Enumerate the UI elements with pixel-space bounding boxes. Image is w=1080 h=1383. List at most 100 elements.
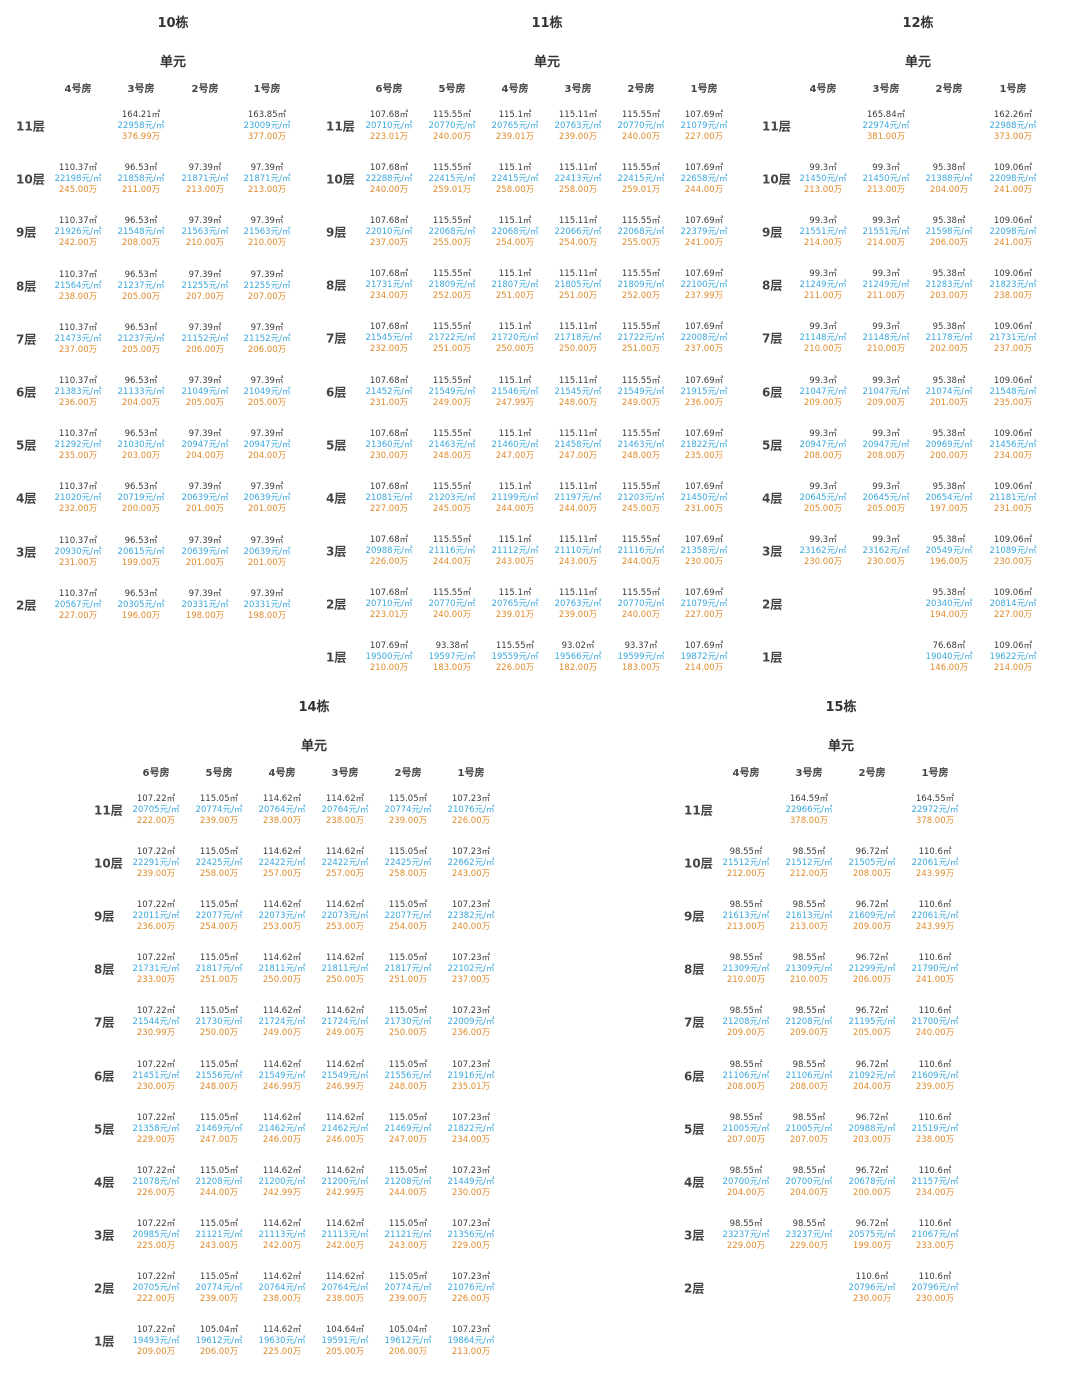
total-price-text: 235.00万: [684, 450, 724, 461]
area-text: 98.55㎡: [729, 953, 763, 964]
unit-price-text: 22068元/㎡: [428, 227, 476, 238]
unit-price-cell: 98.55㎡ 20700元/㎡ 204.00万: [776, 1166, 842, 1199]
unit-price-cell: 115.55㎡ 21549元/㎡ 249.00万: [608, 376, 674, 409]
unit-price-text: 21116元/㎡: [428, 545, 476, 556]
area-text: 97.39㎡: [250, 588, 284, 599]
total-price-text: 250.00万: [262, 975, 302, 986]
floor-label: 3层: [94, 1228, 115, 1243]
unit-price-cell: 115.11㎡ 21110元/㎡ 243.00万: [545, 535, 611, 568]
unit-price-cell: 115.55㎡ 22068元/㎡ 255.00万: [419, 216, 485, 249]
total-price-text: 200.00万: [929, 450, 969, 461]
total-price-text: 235.00万: [58, 451, 98, 462]
unit-price-cell: 97.39㎡ 21871元/㎡ 213.00万: [234, 163, 300, 196]
total-price-text: 201.00万: [929, 397, 969, 408]
total-price-text: 227.00万: [58, 610, 98, 621]
unit-price-text: 21208元/㎡: [384, 1176, 432, 1187]
area-text: 115.11㎡: [558, 534, 598, 545]
unit-price-cell: 107.23㎡ 21076元/㎡ 226.00万: [438, 794, 504, 827]
unit-price-text: 21548元/㎡: [117, 227, 165, 238]
unit-price-text: 21463元/㎡: [617, 439, 665, 450]
total-price-text: 241.00万: [993, 238, 1033, 249]
unit-price-cell: 115.11㎡ 22066元/㎡ 254.00万: [545, 216, 611, 249]
room-header: 3号房: [127, 84, 155, 95]
total-price-text: 238.00万: [262, 1293, 302, 1304]
unit-price-cell: 95.38㎡ 21283元/㎡ 203.00万: [916, 269, 982, 302]
unit-price-cell: 114.62㎡ 20764元/㎡ 238.00万: [312, 1272, 378, 1305]
total-price-text: 239.01万: [495, 609, 535, 620]
area-text: 115.55㎡: [432, 269, 472, 280]
unit-price-text: 22425元/㎡: [195, 858, 243, 869]
area-text: 110.37㎡: [58, 429, 98, 440]
area-text: 114.62㎡: [325, 1165, 365, 1176]
total-price-text: 226.00万: [369, 556, 409, 567]
area-text: 107.68㎡: [369, 375, 409, 386]
unit-price-cell: 107.23㎡ 21356元/㎡ 229.00万: [438, 1219, 504, 1252]
unit-price-cell: 165.84㎡ 22974元/㎡ 381.00万: [853, 110, 919, 143]
total-price-text: 239.00万: [388, 816, 428, 826]
total-price-text: 226.00万: [451, 1293, 491, 1304]
area-text: 98.55㎡: [729, 1218, 763, 1229]
area-text: 114.62㎡: [325, 900, 365, 911]
unit-price-cell: 109.06㎡ 21089元/㎡ 230.00万: [980, 535, 1046, 568]
total-price-text: 212.00万: [789, 869, 829, 880]
unit-price-cell: 107.69㎡ 21079元/㎡ 227.00万: [671, 588, 737, 621]
area-text: 115.1㎡: [498, 375, 532, 386]
area-text: 115.11㎡: [558, 163, 598, 174]
area-text: 96.72㎡: [855, 847, 889, 858]
unit-price-cell: 107.23㎡ 21076元/㎡ 226.00万: [438, 1272, 504, 1305]
area-text: 107.68㎡: [369, 587, 409, 598]
total-price-text: 205.00万: [185, 398, 225, 408]
area-text: 110.6㎡: [918, 1059, 952, 1070]
total-price-text: 238.00万: [915, 1134, 955, 1145]
total-price-text: 211.00万: [121, 185, 161, 196]
unit-price-cell: 98.55㎡ 21512元/㎡ 212.00万: [776, 847, 842, 880]
area-text: 114.62㎡: [262, 1112, 302, 1123]
unit-price-cell: 105.04㎡ 19612元/㎡ 206.00万: [375, 1325, 441, 1358]
unit-price-cell: 93.38㎡ 19597元/㎡ 183.00万: [419, 641, 485, 674]
unit-price-cell: 96.72㎡ 20678元/㎡ 200.00万: [839, 1166, 905, 1199]
unit-price-cell: 115.1㎡ 22415元/㎡ 258.00万: [482, 163, 548, 196]
unit-price-cell: 107.23㎡ 22009元/㎡ 236.00万: [438, 1006, 504, 1039]
total-price-text: 201.00万: [185, 504, 225, 515]
unit-price-text: 22415元/㎡: [428, 174, 476, 185]
area-text: 98.55㎡: [792, 1218, 826, 1229]
unit-price-cell: 110.6㎡ 20796元/㎡ 230.00万: [902, 1272, 968, 1305]
unit-label: 单元: [904, 55, 932, 70]
unit-price-text: 21563元/㎡: [243, 227, 291, 238]
total-price-text: 213.00万: [185, 185, 225, 196]
area-text: 115.55㎡: [432, 587, 472, 598]
unit-price-text: 21181元/㎡: [989, 492, 1037, 503]
floor-label: 7层: [16, 332, 37, 347]
unit-price-cell: 107.69㎡ 21822元/㎡ 235.00万: [671, 429, 737, 462]
unit-price-text: 21724元/㎡: [321, 1017, 369, 1028]
unit-price-text: 21613元/㎡: [785, 911, 833, 922]
unit-price-cell: 110.6㎡ 21067元/㎡ 233.00万: [902, 1219, 968, 1252]
unit-price-cell: 115.55㎡ 21463元/㎡ 248.00万: [419, 429, 485, 462]
total-price-text: 204.00万: [789, 1187, 829, 1198]
unit-price-text: 20814元/㎡: [989, 598, 1037, 609]
total-price-text: 258.00万: [495, 185, 535, 196]
total-price-text: 241.00万: [993, 185, 1033, 196]
unit-price-cell: 114.62㎡ 21462元/㎡ 246.00万: [249, 1113, 315, 1146]
area-text: 107.69㎡: [684, 375, 724, 386]
unit-price-cell: 110.6㎡ 20796元/㎡ 230.00万: [839, 1272, 905, 1305]
unit-price-text: 22972元/㎡: [911, 805, 959, 815]
unit-price-cell: 114.62㎡ 22073元/㎡ 253.00万: [249, 900, 315, 933]
area-text: 115.11㎡: [558, 481, 598, 492]
unit-price-cell: 115.05㎡ 21817元/㎡ 251.00万: [375, 953, 441, 986]
unit-price-cell: 114.62㎡ 21811元/㎡ 250.00万: [312, 953, 378, 986]
area-text: 163.85㎡: [247, 110, 287, 120]
total-price-text: 209.00万: [866, 397, 906, 408]
unit-price-text: 22958元/㎡: [117, 121, 165, 131]
area-text: 107.69㎡: [684, 216, 724, 227]
area-text: 107.68㎡: [369, 534, 409, 545]
unit-price-text: 20796元/㎡: [848, 1282, 896, 1293]
unit-price-text: 21722元/㎡: [428, 333, 476, 344]
total-price-text: 378.00万: [789, 816, 829, 826]
unit-price-text: 21452元/㎡: [365, 386, 413, 397]
unit-price-text: 19493元/㎡: [132, 1336, 180, 1346]
unit-price-text: 21113元/㎡: [321, 1229, 369, 1240]
room-header: 2号房: [858, 768, 886, 779]
unit-price-cell: 95.38㎡ 21178元/㎡ 202.00万: [916, 322, 982, 355]
area-text: 95.38㎡: [932, 269, 966, 280]
